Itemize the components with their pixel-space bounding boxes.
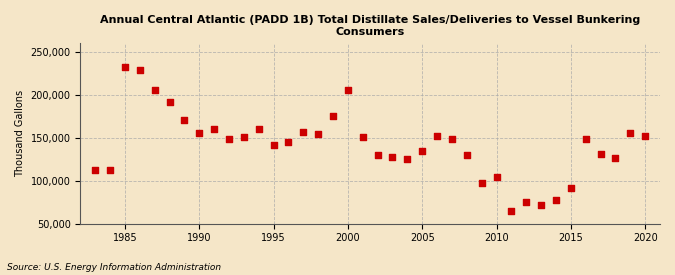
Point — [223, 137, 234, 142]
Text: Source: U.S. Energy Information Administration: Source: U.S. Energy Information Administ… — [7, 263, 221, 272]
Point — [506, 209, 517, 213]
Point — [119, 65, 130, 69]
Point — [253, 127, 264, 131]
Point — [462, 153, 472, 157]
Point — [313, 132, 323, 136]
Point — [90, 167, 101, 172]
Point — [566, 185, 576, 190]
Point — [580, 136, 591, 141]
Point — [387, 155, 398, 160]
Point — [238, 134, 249, 139]
Point — [164, 100, 175, 104]
Point — [640, 134, 651, 138]
Point — [402, 157, 412, 161]
Point — [134, 67, 145, 72]
Point — [268, 142, 279, 147]
Point — [625, 131, 636, 136]
Point — [447, 137, 458, 142]
Title: Annual Central Atlantic (PADD 1B) Total Distillate Sales/Deliveries to Vessel Bu: Annual Central Atlantic (PADD 1B) Total … — [100, 15, 641, 37]
Point — [417, 148, 428, 153]
Point — [521, 200, 532, 204]
Point — [477, 181, 487, 186]
Point — [432, 134, 443, 138]
Point — [372, 153, 383, 157]
Point — [283, 140, 294, 144]
Y-axis label: Thousand Gallons: Thousand Gallons — [15, 90, 25, 177]
Point — [194, 131, 205, 136]
Point — [327, 114, 338, 118]
Point — [209, 127, 219, 131]
Point — [551, 197, 562, 202]
Point — [149, 88, 160, 92]
Point — [298, 130, 308, 134]
Point — [342, 88, 353, 92]
Point — [536, 203, 547, 207]
Point — [610, 156, 621, 161]
Point — [491, 175, 502, 180]
Point — [179, 118, 190, 123]
Point — [105, 167, 115, 172]
Point — [357, 134, 368, 139]
Point — [595, 152, 606, 156]
